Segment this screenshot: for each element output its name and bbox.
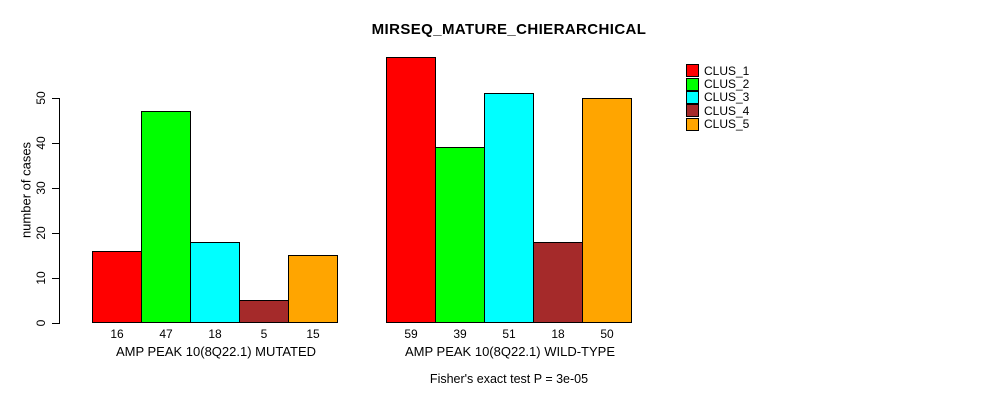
y-axis-tick-label: 20 [34,226,48,240]
bar-clus_4-group2 [533,242,583,323]
y-axis-tick-label: 50 [34,91,48,105]
bar-value-label: 59 [404,327,418,341]
bar-value-label: 15 [306,327,320,341]
y-axis-tick [52,278,59,279]
bar-value-label: 18 [208,327,222,341]
legend-swatch-clus_3 [686,90,699,104]
x-axis-label-mutated: AMP PEAK 10(8Q22.1) MUTATED [115,344,317,359]
bar-clus_1-group2 [386,57,436,323]
bar-value-label: 51 [502,327,516,341]
y-axis-tick [52,98,59,99]
bar-clus_5-group1 [288,255,338,323]
legend-swatch-clus_2 [686,77,699,91]
y-axis-label: number of cases [18,141,34,239]
bar-value-label: 39 [453,327,467,341]
y-axis-tick-label: 0 [34,319,48,327]
y-axis-line [59,98,60,324]
y-axis-tick-label: 40 [34,136,48,150]
bar-clus_3-group1 [190,242,240,323]
legend: CLUS_1 CLUS_2 CLUS_3 CLUS_4 CLUS_5 [686,64,749,131]
legend-swatch-clus_5 [686,117,699,131]
legend-label: CLUS_5 [704,117,750,132]
legend-label: CLUS_4 [704,103,750,118]
bar-value-label: 5 [260,327,268,341]
x-axis-label-wildtype: AMP PEAK 10(8Q22.1) WILD-TYPE [405,344,615,359]
legend-label: CLUS_1 [704,63,750,78]
bar-clus_3-group2 [484,93,534,323]
y-axis-tick [52,143,59,144]
y-axis-tick-label: 30 [34,181,48,195]
bar-clus_1-group1 [92,251,142,323]
chart-title: MIRSEQ_MATURE_CHIERARCHICAL [371,21,647,38]
legend-swatch-clus_4 [686,104,699,118]
legend-label: CLUS_3 [704,90,750,105]
bar-clus_4-group1 [239,300,289,323]
legend-item-clus_2: CLUS_2 [686,77,750,92]
y-axis-tick-label: 10 [34,271,48,285]
y-axis-tick [52,233,59,234]
bar-value-label: 50 [600,327,614,341]
legend-item-clus_1: CLUS_1 [686,63,750,78]
legend-item-clus_3: CLUS_3 [686,90,750,105]
bar-clus_2-group2 [435,147,485,323]
y-axis-tick [52,188,59,189]
bar-clus_2-group1 [141,111,191,323]
bar-clus_5-group2 [582,98,632,323]
footer-caption: Fisher's exact test P = 3e-05 [429,372,589,386]
legend-item-clus_5: CLUS_5 [686,117,750,132]
bar-value-label: 47 [159,327,173,341]
legend-swatch-clus_1 [686,64,699,78]
y-axis-tick [52,323,59,324]
legend-item-clus_4: CLUS_4 [686,103,750,118]
legend-label: CLUS_2 [704,77,750,92]
bar-value-label: 16 [110,327,124,341]
bar-value-label: 18 [551,327,565,341]
